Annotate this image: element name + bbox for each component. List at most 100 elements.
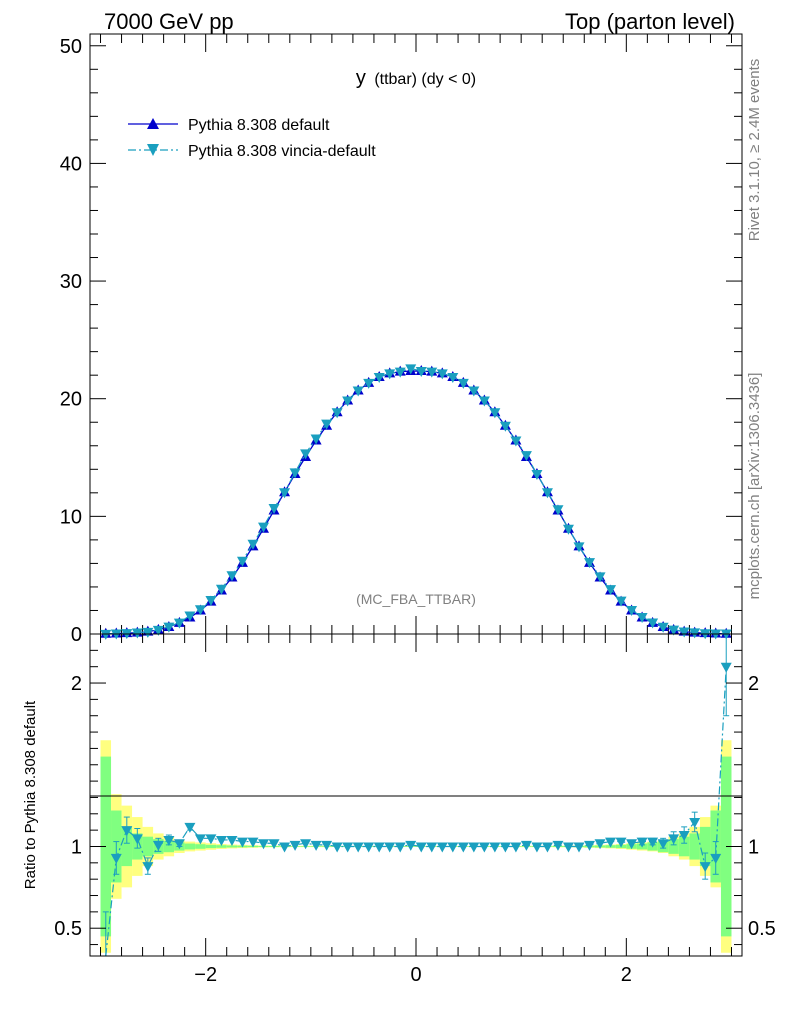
ratio-point-vincia [457, 842, 469, 853]
data-point-vincia [321, 419, 333, 430]
data-point-vincia [184, 611, 196, 622]
ratio-point-vincia [489, 842, 501, 853]
data-point-vincia [268, 504, 280, 514]
main-x-ticks [100, 34, 732, 634]
ratio-point-vincia [647, 837, 659, 848]
data-point-vincia [552, 505, 564, 516]
title-sub: (ttbar) (dy < 0) [374, 71, 476, 88]
data-point-vincia [562, 524, 574, 535]
data-point-vincia [405, 364, 417, 375]
data-point-vincia [678, 627, 690, 638]
ratio-band-green [699, 826, 711, 867]
ratio-point-vincia [415, 842, 427, 853]
ratio-band-green [195, 844, 206, 849]
data-point-vincia [657, 622, 669, 633]
ratio-point-vincia [605, 837, 617, 848]
data-point-vincia [152, 625, 164, 636]
ratio-point-vincia [279, 842, 291, 853]
ratio-point-vincia [394, 842, 406, 853]
ratio-point-vincia [573, 842, 585, 853]
legend-marker-vincia [147, 144, 159, 156]
data-point-vincia [342, 396, 354, 407]
data-point-vincia [468, 386, 480, 397]
ratio-y-tick-label: 2 [71, 673, 82, 695]
ratio-point-vincia [699, 862, 711, 873]
ratio-point-vincia [499, 842, 511, 853]
ratio-point-vincia [594, 839, 606, 850]
data-point-vincia [626, 606, 638, 616]
ratio-band-green [205, 844, 217, 849]
header-right: Top (parton level) [565, 9, 735, 34]
data-point-vincia [615, 596, 627, 607]
main-y-tick-label: 20 [60, 389, 82, 411]
ratio-point-vincia [236, 837, 248, 848]
data-point-vincia [163, 622, 175, 633]
ratio-y-tick-label-right: 2 [748, 673, 759, 695]
ratio-band-green [121, 826, 133, 867]
ratio-point-vincia [668, 834, 680, 845]
ratio-point-vincia [268, 839, 280, 850]
ratio-point-vincia [541, 842, 553, 853]
data-point-vincia [352, 386, 364, 397]
ratio-band-green [678, 836, 690, 857]
ratio-point-vincia [131, 834, 143, 845]
ratio-point-vincia [678, 831, 690, 842]
ratio-series-vincia [102, 633, 732, 957]
ratio-point-vincia [205, 834, 217, 845]
data-point-vincia [300, 449, 312, 460]
ratio-y-tick-label: 1 [71, 836, 82, 858]
ratio-point-vincia [352, 842, 364, 853]
ratio-point-vincia [626, 839, 638, 850]
ratio-point-vincia [163, 835, 175, 846]
title-main: y [356, 67, 366, 89]
data-point-vincia [499, 421, 511, 432]
ratio-point-vincia [436, 842, 448, 853]
ratio-bands [100, 740, 732, 953]
ratio-point-vincia [478, 842, 490, 853]
ratio-point-vincia [289, 840, 301, 851]
ratio-y-ticks: 0.5 0.5 1 1 2 2 [54, 649, 776, 946]
data-point-vincia [478, 396, 490, 407]
legend-entry-default: Pythia 8.308 default [128, 117, 330, 134]
ratio-point-vincia [584, 840, 596, 851]
ratio-point-vincia [720, 662, 732, 673]
ratio-point-vincia [173, 839, 185, 850]
ratio-point-vincia [342, 842, 354, 853]
header-left: 7000 GeV pp [104, 9, 234, 34]
ratio-band-green [689, 833, 700, 860]
data-point-vincia [447, 372, 459, 383]
data-point-vincia [100, 629, 112, 640]
data-point-vincia [426, 367, 438, 378]
data-point-vincia [289, 468, 301, 479]
data-point-vincia [531, 470, 543, 480]
ratio-band-green [184, 843, 196, 850]
main-y-tick-label: 40 [60, 153, 82, 175]
data-point-vincia [384, 369, 396, 380]
data-point-vincia [205, 596, 217, 607]
data-point-vincia [373, 372, 385, 383]
ratio-point-vincia [384, 842, 396, 853]
data-point-vincia [394, 367, 406, 378]
data-point-vincia [415, 367, 427, 378]
data-point-vincia [457, 378, 469, 389]
data-point-vincia [541, 488, 553, 499]
ratio-y-label: Ratio to Pythia 8.308 default [22, 700, 39, 889]
data-point-vincia [226, 571, 238, 582]
ratio-point-vincia [152, 840, 164, 851]
ratio-point-vincia [710, 853, 722, 864]
ratio-point-vincia [657, 839, 669, 850]
ratio-panel: 0.5 0.5 1 1 2 2 −2 0 2 Ratio to Pythia 8.308 de… [22, 633, 776, 986]
data-point-vincia [110, 629, 122, 640]
side-label-mcplots: mcplots.cern.ch [arXiv:1306.3436] [746, 373, 763, 600]
data-point-vincia [247, 539, 259, 550]
data-point-vincia [173, 618, 185, 629]
data-point-vincia [668, 625, 680, 636]
plot-title: y (ttbar) (dy < 0) [356, 67, 476, 89]
data-point-vincia [594, 572, 606, 583]
ratio-point-vincia [258, 839, 270, 850]
ratio-point-vincia [194, 834, 206, 845]
data-point-vincia [142, 627, 154, 638]
ratio-point-vincia [636, 837, 648, 848]
x-tick-label: 0 [410, 964, 421, 986]
